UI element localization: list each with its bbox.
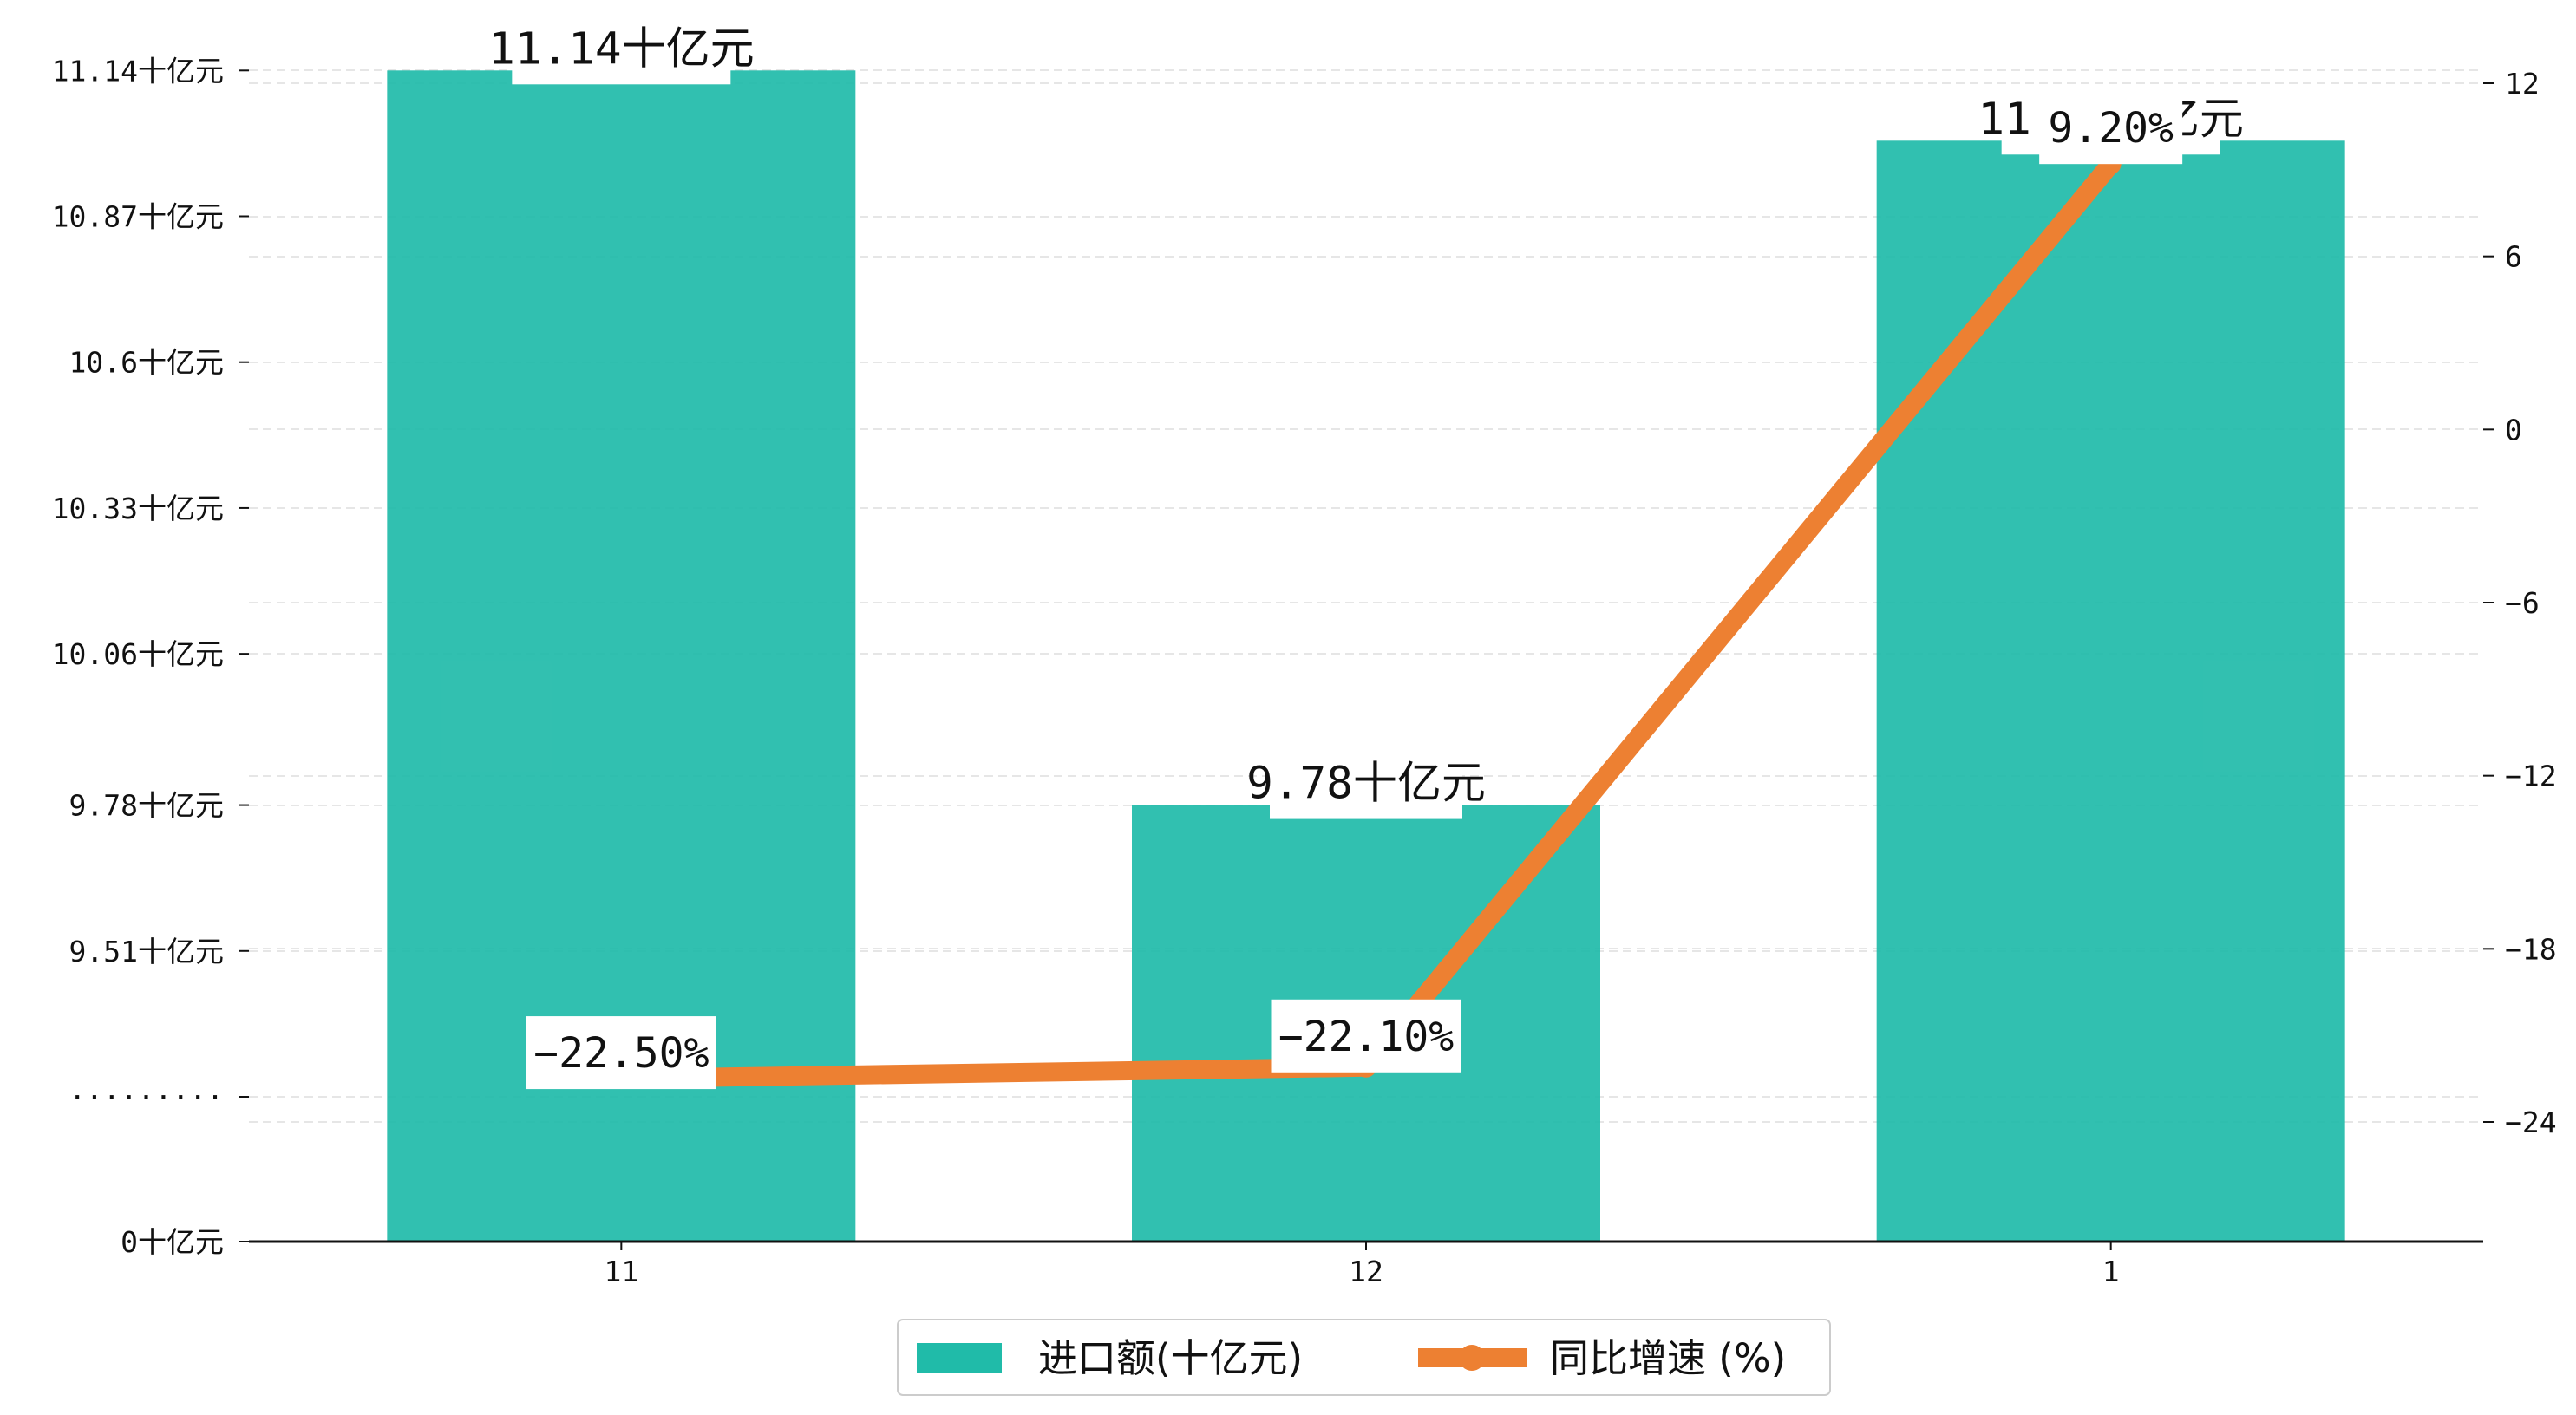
y-left-tick-label: 0十亿元 xyxy=(121,1225,224,1259)
line-value-label: −22.10% xyxy=(1278,1013,1454,1061)
legend-line-marker xyxy=(1459,1345,1485,1371)
x-tick-label: 12 xyxy=(1349,1255,1383,1288)
axes: 11 12 1 0十亿元 ········· 9.51十亿元 9.78十亿元 10.06十亿元… xyxy=(52,54,2557,1288)
bar-label-box xyxy=(512,16,731,85)
bar-value-label: 11.14十亿元 xyxy=(488,23,755,75)
y-left-tick-label: 10.33十亿元 xyxy=(52,492,224,525)
bar-value-label: 9.78十亿元 xyxy=(1246,759,1486,810)
line-label-box xyxy=(1271,999,1461,1073)
legend-bar-swatch xyxy=(917,1343,1002,1373)
y-left-tick-label: 10.87十亿元 xyxy=(52,200,224,234)
legend-box xyxy=(897,1319,1831,1396)
line-value-label: 9.20% xyxy=(2048,104,2174,153)
line-label-box xyxy=(526,1016,716,1090)
line-label-box xyxy=(2039,91,2183,165)
y-right-tick-label: 6 xyxy=(2505,240,2522,274)
legend-line-label[interactable]: 同比增速 (%) xyxy=(1550,1335,1786,1381)
y-right-tick-label: −24 xyxy=(2505,1105,2557,1139)
x-tick-label: 11 xyxy=(604,1255,638,1288)
legend-bar-label[interactable]: 进口额(十亿元) xyxy=(1038,1335,1303,1381)
bar-label-box xyxy=(1270,751,1462,819)
y-left-tick-label: ········· xyxy=(69,1080,224,1114)
y-left-tick-label: 10.06十亿元 xyxy=(52,637,224,671)
y-right-tick-label: 12 xyxy=(2505,67,2540,101)
bars xyxy=(387,70,2345,1242)
data-labels: 11.14十亿元9.78十亿元11.01十亿元−22.50%−22.10%9.2… xyxy=(488,16,2244,1090)
y-left-tick-label: 9.78十亿元 xyxy=(69,789,224,823)
y-right-tick-label: −18 xyxy=(2505,932,2557,966)
y-right-tick-label: 0 xyxy=(2505,413,2522,447)
line-value-label: −22.50% xyxy=(533,1029,709,1078)
y-left-tick-label: 11.14十亿元 xyxy=(52,54,224,88)
y-right-tick-label: −12 xyxy=(2505,760,2557,793)
y-right-tick-label: −6 xyxy=(2505,586,2540,620)
y-left-tick-label: 10.6十亿元 xyxy=(69,346,224,380)
x-tick-label: 1 xyxy=(2102,1255,2120,1288)
y-left-tick-label: 9.51十亿元 xyxy=(69,935,224,968)
bar-1[interactable] xyxy=(1876,140,2345,1242)
legend[interactable]: 进口额(十亿元) 同比增速 (%) xyxy=(897,1319,1831,1396)
